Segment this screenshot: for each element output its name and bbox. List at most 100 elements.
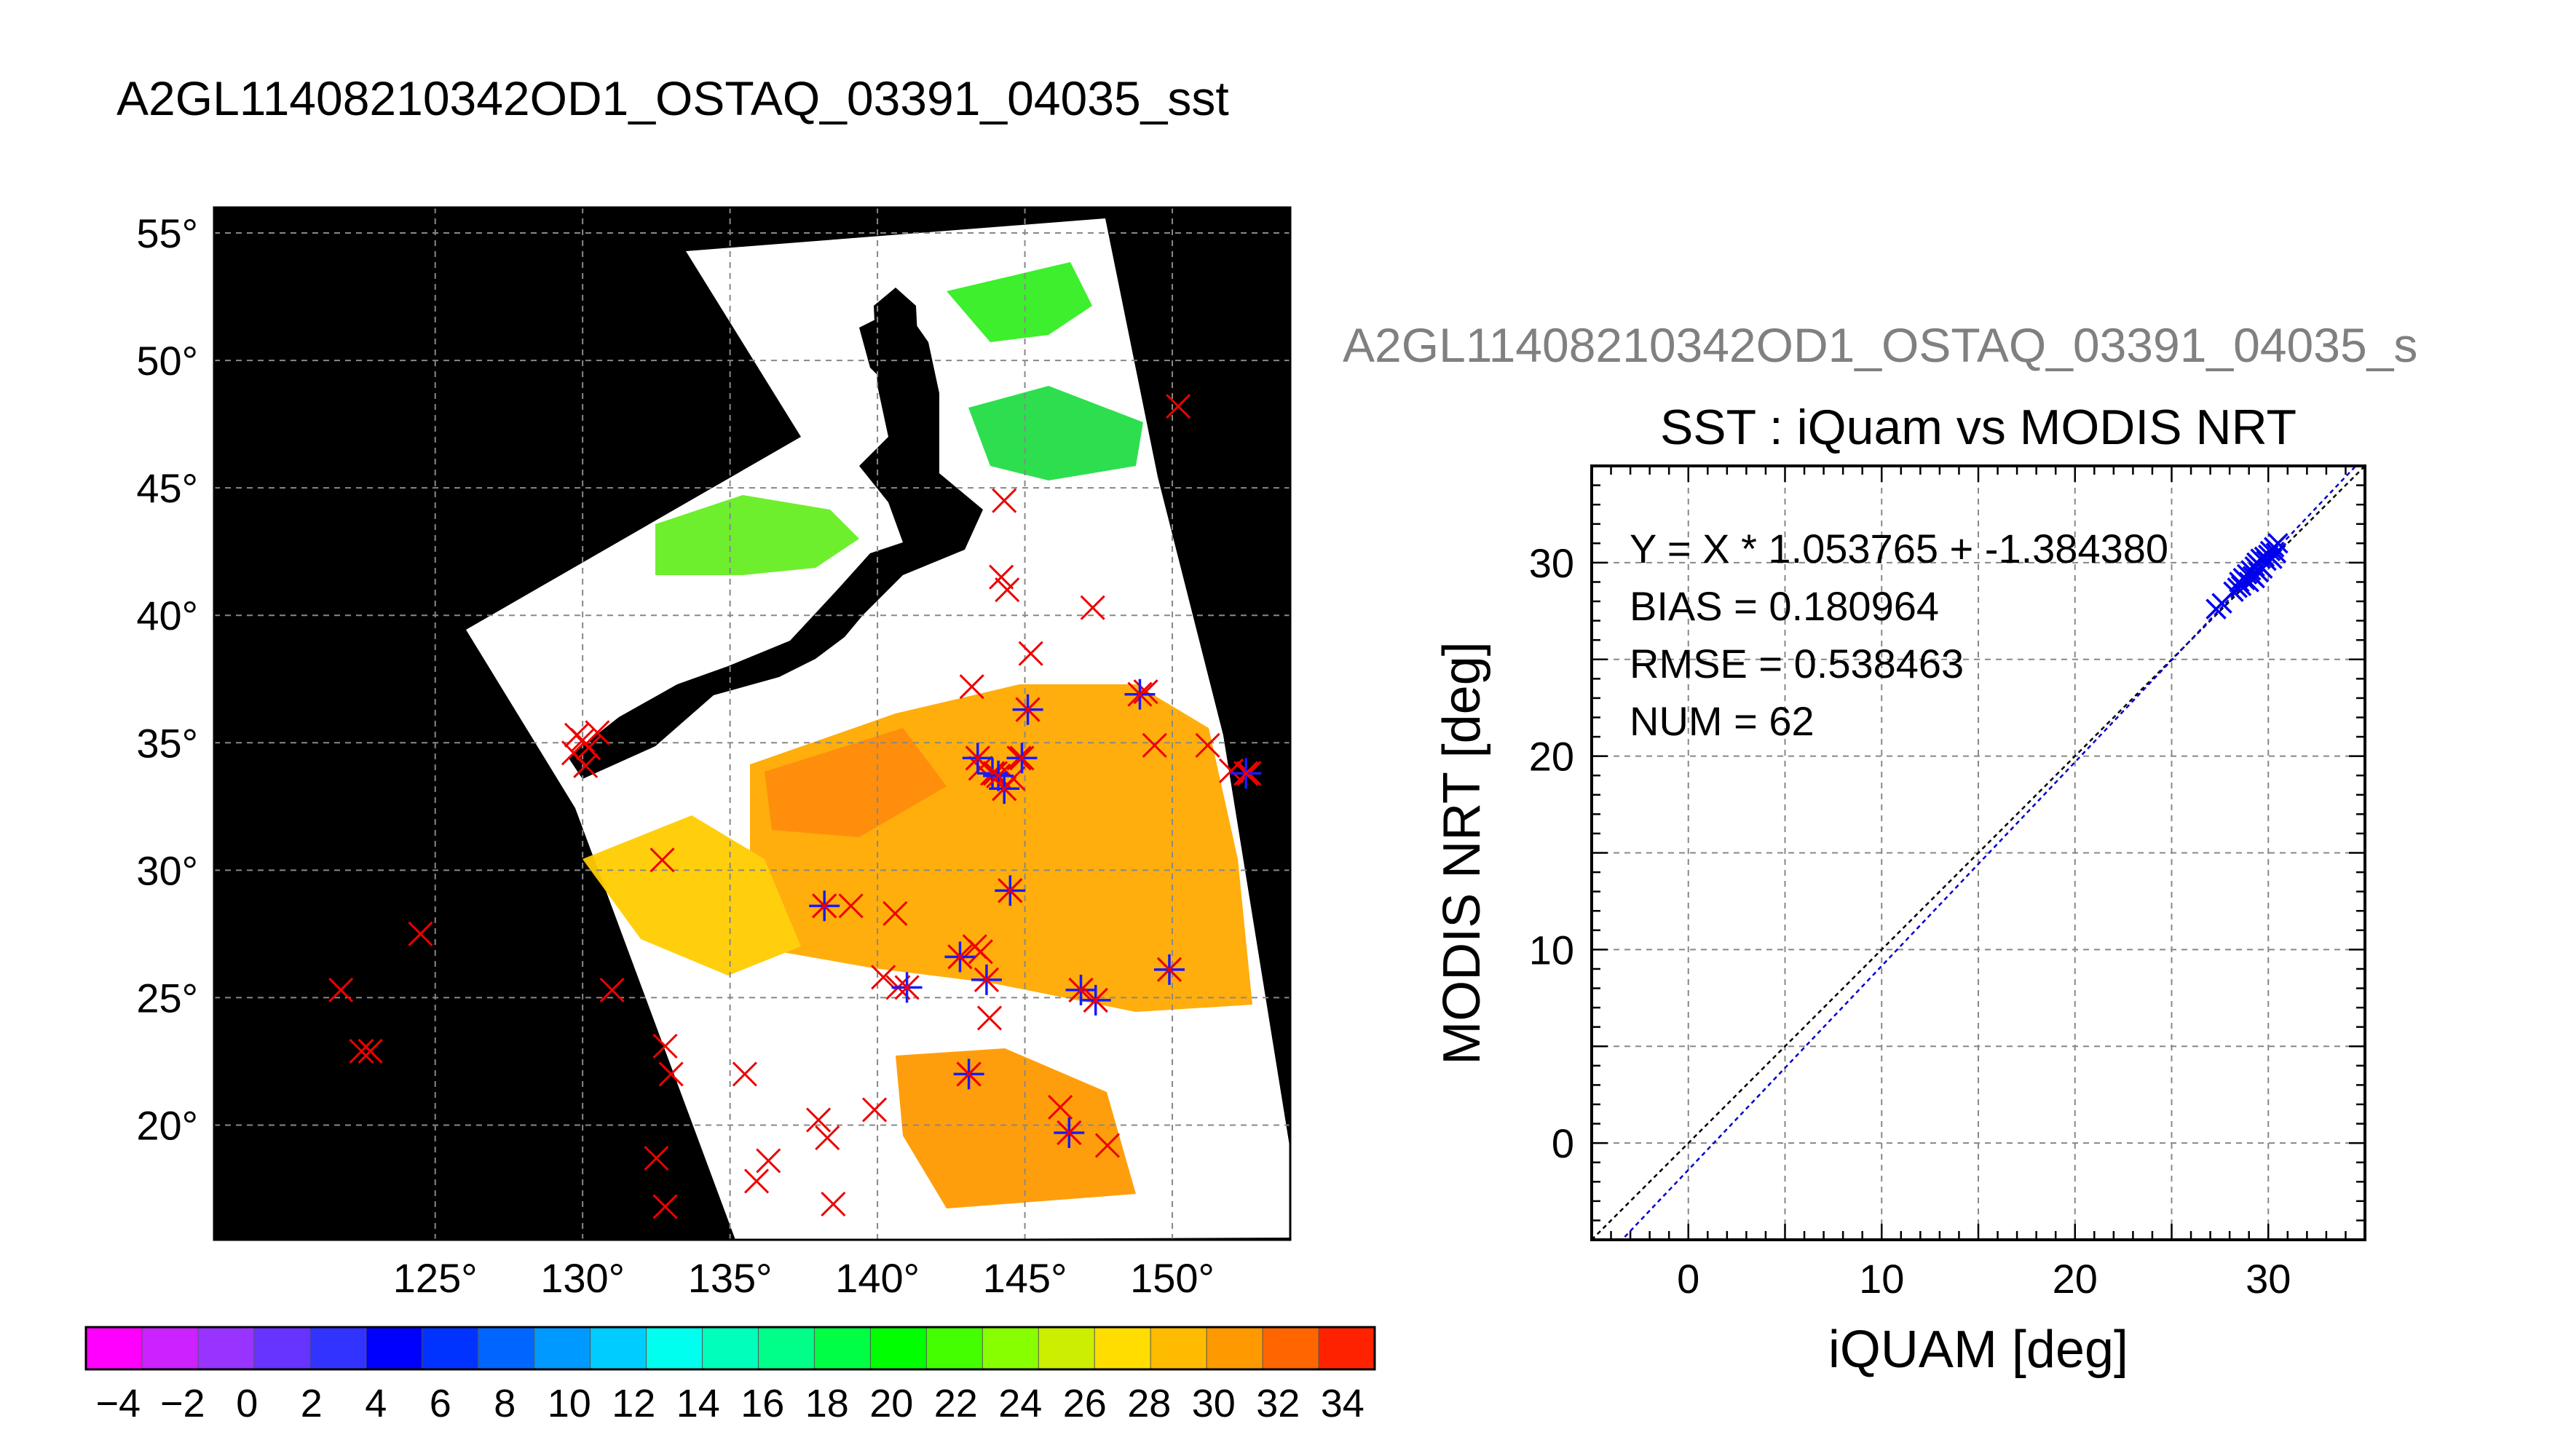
colorbar-tick-label: 20 <box>869 1382 913 1425</box>
colorbar-tick-label: 2 <box>301 1382 323 1425</box>
colorbar-tick-label: 30 <box>1192 1382 1236 1425</box>
colorbar-tick-label: 26 <box>1063 1382 1107 1425</box>
sst-south-orange <box>896 1048 1136 1208</box>
sst-coastal-yellow <box>583 815 801 976</box>
map-lon-tick-label: 130° <box>540 1255 625 1301</box>
colorbar-cell <box>1038 1327 1095 1369</box>
iquam-marker <box>882 901 908 926</box>
iquam-marker <box>649 847 675 873</box>
matched-marker <box>1231 758 1262 789</box>
colorbar-cell <box>1094 1327 1151 1369</box>
scatter-panel: SST : iQuam vs MODIS NRT 0 10 20 30 0 10 20 30… <box>1433 400 2366 1379</box>
matched-marker <box>809 890 840 922</box>
sst-north-green <box>947 262 1092 342</box>
iquam-marker <box>989 564 1014 590</box>
colorbar-cell <box>814 1327 871 1369</box>
colorbar-tick-label: 10 <box>548 1382 591 1425</box>
map-lat-tick-label: 50° <box>136 338 198 384</box>
matched-marker <box>953 1059 984 1090</box>
colorbar-cell <box>309 1327 367 1369</box>
scatter-xlabel: iQUAM [deg] <box>1828 1321 2128 1379</box>
iquam-marker <box>992 488 1017 513</box>
colorbar-frame <box>84 1326 1376 1371</box>
map-gridlines <box>214 207 1290 1240</box>
iquam-marker <box>1048 1094 1073 1120</box>
map-lat-tick-label: 35° <box>136 720 198 766</box>
iquam-marker <box>570 727 596 753</box>
iquam-marker <box>644 1145 669 1171</box>
map-frame <box>213 206 1292 1241</box>
colorbar-tick-label: 4 <box>365 1382 387 1425</box>
scatter-y-tick-label: 20 <box>1529 734 1574 780</box>
map-lat-tick-label: 20° <box>136 1102 198 1148</box>
fit-line <box>1620 466 2358 1240</box>
colorbar-cell <box>1263 1327 1319 1369</box>
iquam-marker <box>585 720 610 745</box>
matched-marker <box>944 941 976 973</box>
scatter-points <box>2205 533 2289 620</box>
scatter-x-tick-labels: 0 10 20 30 <box>1677 1256 2291 1302</box>
matched-marker <box>1124 678 1156 710</box>
iquam-marker <box>838 893 864 919</box>
scatter-annotation-fit: Y = X * 1.053765 + -1.384380 <box>1630 526 2168 571</box>
colorbar-tick-label: 24 <box>998 1382 1042 1425</box>
scatter-title: SST : iQuam vs MODIS NRT <box>1660 400 2297 455</box>
sst-sea-of-japan-green <box>655 495 859 575</box>
iquam-markers <box>328 394 1367 1219</box>
colorbar-cell <box>86 1327 143 1369</box>
iquam-marker <box>968 939 993 965</box>
colorbar-tick-label: 14 <box>676 1382 720 1425</box>
colorbar-cell <box>702 1327 759 1369</box>
scatter-x-tick-label: 30 <box>2246 1256 2291 1302</box>
iquam-marker <box>806 1107 832 1133</box>
iquam-marker <box>599 977 625 1002</box>
iquam-marker <box>732 1061 757 1087</box>
scatter-gridlines <box>1592 466 2365 1240</box>
colorbar-tick-label: −2 <box>160 1382 205 1425</box>
map-lon-tick-label: 145° <box>983 1255 1067 1301</box>
colorbar-cell <box>141 1327 199 1369</box>
map-lat-tick-label: 40° <box>136 593 198 638</box>
matched-marker <box>1080 984 1111 1016</box>
map-lat-tick-label: 45° <box>136 465 198 511</box>
colorbar-cell <box>1150 1327 1207 1369</box>
iquam-marker <box>959 674 984 700</box>
colorbar-tick-label: 18 <box>805 1382 849 1425</box>
iquam-marker <box>1133 679 1158 705</box>
iquam-marker <box>744 1168 770 1194</box>
secondary-title: A2GL11408210342OD1_OSTAQ_03391_04035_s <box>1343 318 2417 372</box>
colorbar-tick-label: 0 <box>236 1382 258 1425</box>
colorbar-cell <box>253 1327 311 1369</box>
iquam-marker <box>573 753 599 778</box>
iquam-marker <box>1343 423 1367 446</box>
colorbar-tick-label: 8 <box>494 1382 516 1425</box>
sst-okhotsk-green <box>968 386 1143 480</box>
map-lon-labels: 125° 130° 135° 140° 145° 150° <box>393 1255 1215 1301</box>
colorbar-tick-label: −4 <box>95 1382 141 1425</box>
map-lat-tick-label: 30° <box>136 847 198 893</box>
iquam-marker <box>995 577 1020 603</box>
colorbar-tick-label: 12 <box>612 1382 655 1425</box>
matched-marker <box>989 773 1020 804</box>
identity-line <box>1592 466 2365 1240</box>
matched-marker <box>891 972 923 1003</box>
iquam-marker <box>815 1125 840 1151</box>
colorbar-cell <box>534 1327 591 1369</box>
scatter-annotation-num: NUM = 62 <box>1630 698 1814 744</box>
main-title: A2GL11408210342OD1_OSTAQ_03391_04035_sst <box>117 71 1229 125</box>
colorbar-cell <box>758 1327 815 1369</box>
iquam-marker <box>652 1033 678 1059</box>
iquam-marker <box>349 1038 374 1064</box>
colorbar-cell <box>478 1327 535 1369</box>
iquam-marker <box>1195 732 1220 758</box>
map-lon-tick-label: 125° <box>393 1255 478 1301</box>
map-panel: 55° 50° 45° 40° 35° 30° 25° 20° 125° 130° 135° 140… <box>136 206 1367 1301</box>
matched-marker <box>983 760 1014 791</box>
map-lat-tick-label: 25° <box>136 975 198 1021</box>
colorbar-tick-label: 6 <box>430 1382 451 1425</box>
matched-marker <box>971 964 1002 995</box>
land-sakhalin <box>874 288 919 437</box>
iquam-marker <box>652 1194 678 1219</box>
iquam-marker <box>658 1061 684 1087</box>
